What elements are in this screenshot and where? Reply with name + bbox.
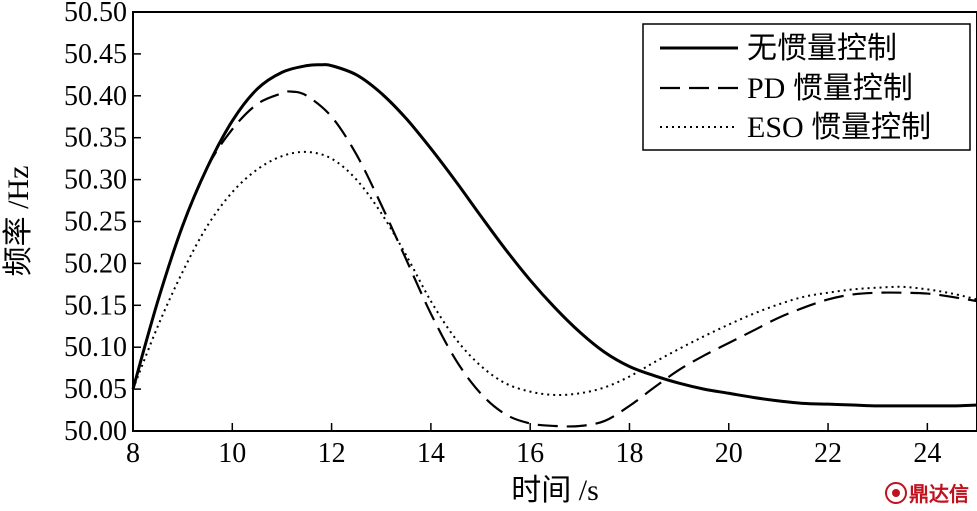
- x-tick-label: 16: [516, 438, 544, 469]
- series-group: [131, 63, 977, 428]
- circle-logo-icon: [885, 481, 907, 504]
- legend-label-no-inertia: 无惯量控制: [747, 32, 897, 65]
- y-tick-label: 50.15: [64, 290, 127, 321]
- y-tick-label: 50.35: [64, 123, 127, 154]
- y-tick-label: 50.30: [64, 165, 127, 196]
- y-tick-label: 50.05: [64, 374, 127, 405]
- legend: 无惯量控制 PD 惯量控制 ESO 惯量控制: [642, 23, 971, 151]
- x-tick-label: 8: [126, 438, 140, 469]
- series-no-inertia-line: [131, 63, 977, 408]
- x-tick-label: 24: [913, 438, 941, 469]
- legend-label-eso-inertia: ESO 惯量控制: [747, 111, 931, 144]
- y-tick-label: 50.20: [64, 248, 127, 279]
- legend-label-pd-inertia: PD 惯量控制: [747, 72, 913, 105]
- x-tick-label: 12: [318, 438, 346, 469]
- x-tick-label: 14: [417, 438, 445, 469]
- y-tick-label: 50.10: [64, 332, 127, 363]
- x-tick-label: 18: [615, 438, 643, 469]
- y-tick-label: 50.50: [64, 0, 127, 28]
- x-tick-label: 20: [715, 438, 743, 469]
- y-tick-label: 50.00: [64, 416, 127, 447]
- y-tick-label: 50.25: [64, 207, 127, 238]
- series-pd-inertia-line: [131, 90, 977, 428]
- axis-ticks: 8 10 12 14 16 18 20 22 24 50.00 50.05 50.10 50.15 50.…: [64, 0, 941, 469]
- x-tick-label: 10: [218, 438, 246, 469]
- series-eso-inertia-line: [132, 150, 977, 397]
- y-tick-label: 50.40: [64, 81, 127, 112]
- watermark-text: 鼎达信: [909, 482, 969, 506]
- x-tick-label: 22: [814, 438, 842, 469]
- x-axis-title: 时间 /s: [511, 474, 599, 507]
- y-axis-title: 频率 /Hz: [2, 166, 35, 277]
- watermark: 鼎达信: [885, 478, 969, 507]
- y-tick-label: 50.45: [64, 39, 127, 70]
